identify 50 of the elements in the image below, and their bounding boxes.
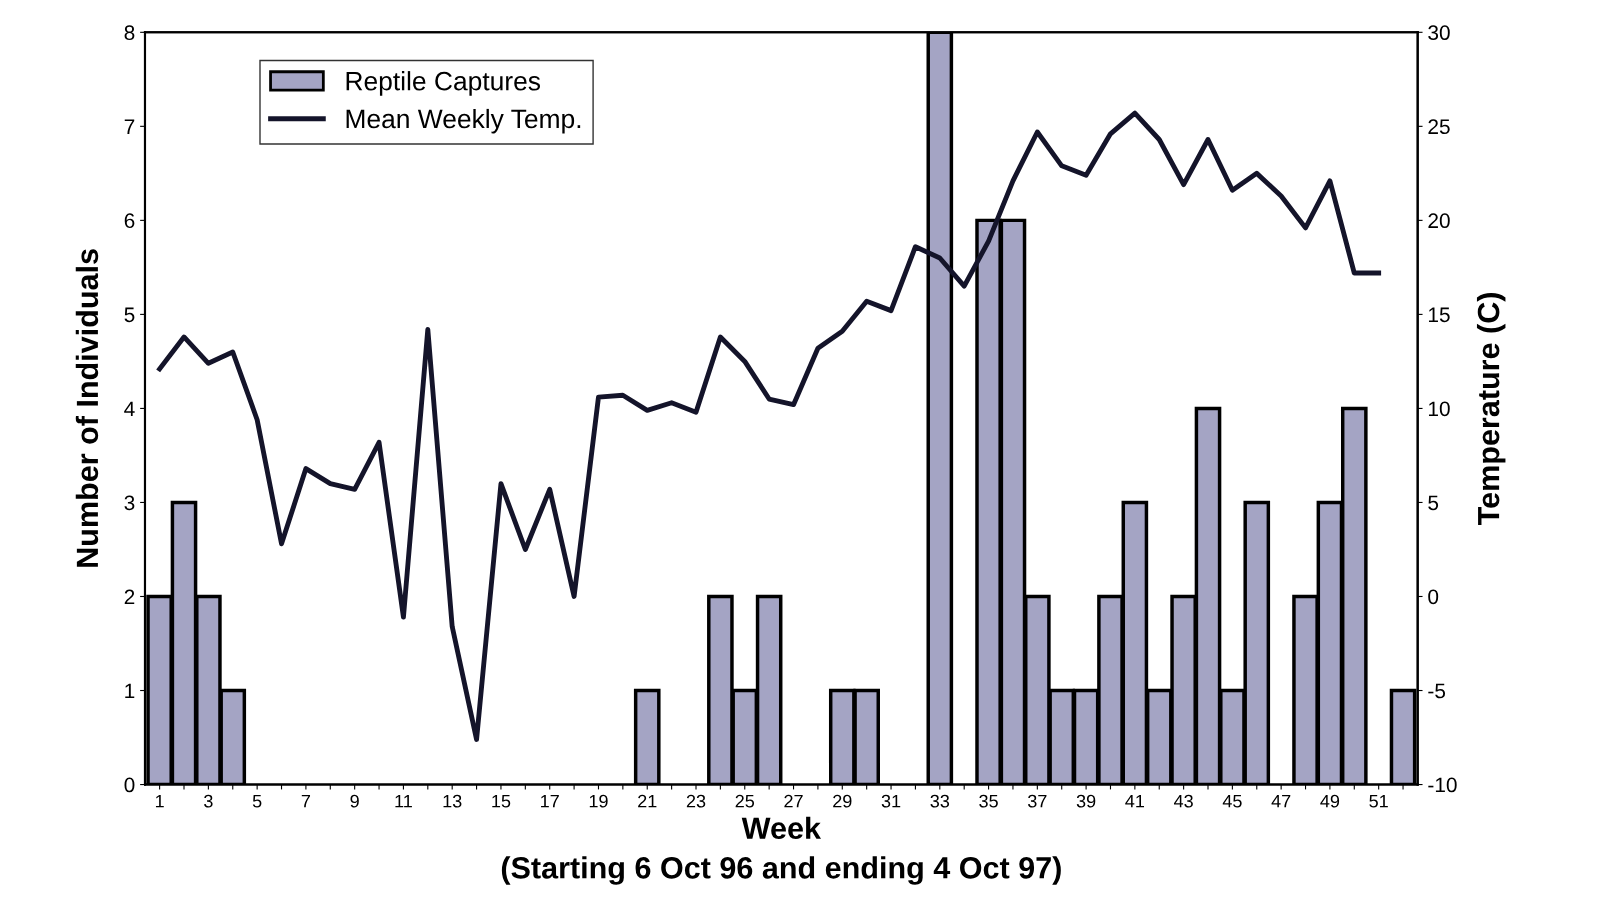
x-tick-label: 1 (155, 794, 164, 808)
y-tick-label: 4 (124, 401, 135, 416)
legend-label: Mean Weekly Temp. (346, 108, 581, 134)
x-tick-label: 7 (301, 794, 311, 808)
y2-tick-label: 5 (1428, 495, 1439, 511)
x-tick-label: 21 (638, 794, 657, 808)
y-tick-label: 3 (124, 495, 135, 511)
y2-axis-title: Temperature (C) (1476, 293, 1506, 525)
x-tick-label: 23 (686, 794, 706, 808)
y-tick-label: 5 (124, 307, 135, 323)
y2-tick-label: 15 (1428, 307, 1450, 323)
x-tick-label: 27 (784, 794, 803, 808)
y-tick-label: 8 (124, 25, 135, 41)
x-tick-label: 35 (979, 794, 998, 808)
x-tick-label: 19 (589, 794, 608, 808)
y-tick-label: 2 (124, 589, 135, 605)
x-tick-label: 25 (735, 794, 755, 808)
x-tick-label: 13 (443, 794, 462, 808)
y-tick-label: 0 (124, 777, 135, 793)
x-tick-label: 33 (930, 794, 950, 808)
x-tick-label: 17 (541, 794, 559, 808)
x-tick-label: 47 (1271, 794, 1291, 808)
y2-tick-label: -5 (1428, 683, 1446, 699)
y2-tick-label: 10 (1428, 401, 1450, 417)
x-tick-label: 49 (1320, 794, 1340, 808)
y2-tick-label: 0 (1428, 589, 1439, 605)
x-tick-label: 37 (1027, 794, 1047, 808)
line-series (157, 110, 1382, 742)
y-tick-label: 1 (125, 683, 135, 699)
legend-label: Reptile Captures (346, 71, 541, 96)
x-tick-label: 31 (881, 794, 901, 808)
y-axis-title: Number of Individuals (75, 249, 99, 567)
x-tick-label: 43 (1174, 794, 1193, 808)
y2-tick-label: -10 (1428, 777, 1457, 793)
x-tick-label: 9 (350, 794, 359, 808)
x-tick-label: 15 (492, 794, 511, 808)
y2-tick-label: 30 (1428, 25, 1450, 41)
x-tick-label: 3 (204, 794, 213, 808)
x-tick-label: 51 (1369, 794, 1388, 808)
x-tick-label: 45 (1222, 794, 1242, 808)
x-tick-label: 11 (395, 794, 412, 808)
x-tick-label: 39 (1076, 794, 1096, 808)
x-tick-label: 5 (252, 794, 262, 808)
x-tick-label: 29 (833, 794, 852, 808)
y2-tick-label: 25 (1428, 119, 1450, 135)
x-tick-label: 41 (1125, 794, 1145, 808)
y-tick-label: 6 (124, 213, 135, 229)
y-tick-label: 7 (124, 119, 135, 134)
y2-tick-label: 20 (1428, 213, 1450, 229)
x-axis-title: Week (Starting 6 Oct 96 and ending 4 Oct 97) (501, 816, 1061, 885)
